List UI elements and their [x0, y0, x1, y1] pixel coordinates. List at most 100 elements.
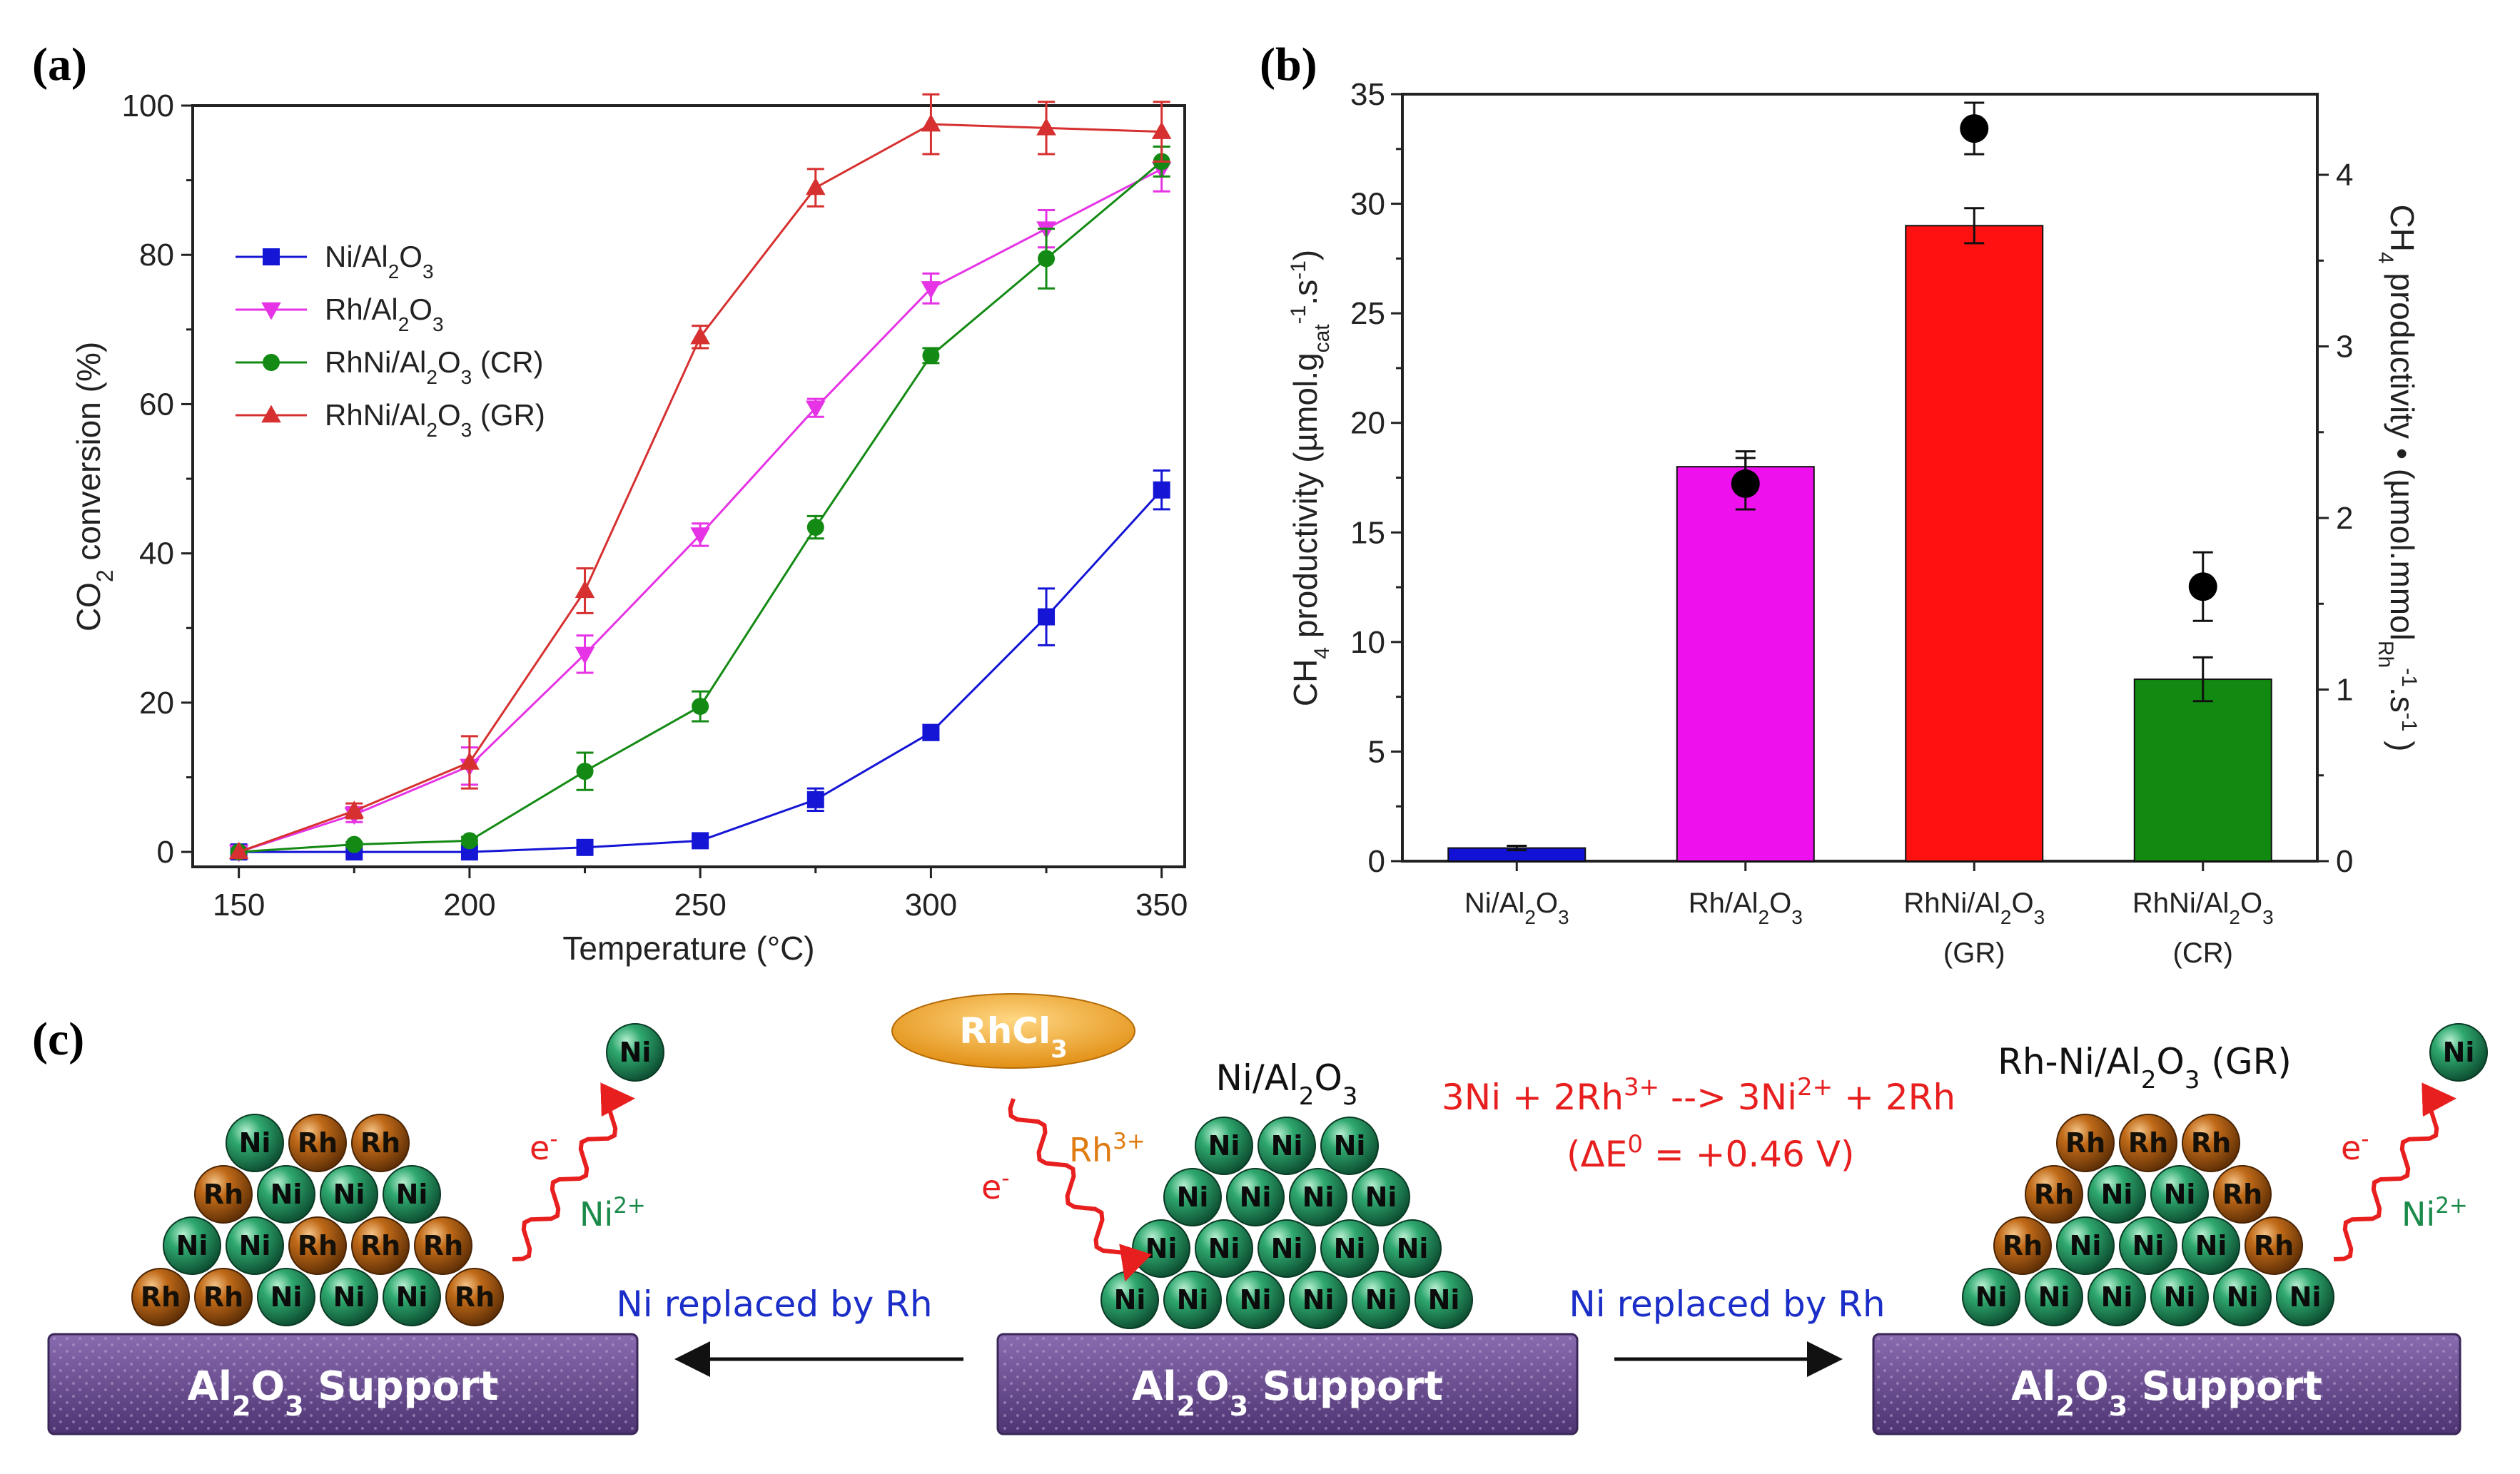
rh-atom — [351, 1216, 410, 1275]
text-run: 3 — [1051, 1035, 1068, 1064]
ni-atom-label: Ni — [333, 1281, 365, 1313]
right-ni-ion-label: Ni2+ — [2402, 1193, 2468, 1234]
text-run: O — [1195, 1363, 1230, 1410]
ni-atom — [2150, 1268, 2209, 1326]
text-run: 2 — [1177, 1391, 1195, 1422]
y-tick-label: 60 — [139, 387, 174, 422]
ni-atom — [1226, 1168, 1285, 1226]
rh-atom-label: Rh — [298, 1230, 338, 1261]
rh-atom — [414, 1216, 472, 1275]
y-tick-label: 40 — [139, 537, 174, 571]
x-tick-label: 350 — [1135, 888, 1188, 922]
text-run: O — [1536, 888, 1558, 919]
text-run: 2 — [2056, 1391, 2075, 1422]
ni-atom-label: Ni — [2195, 1230, 2227, 1261]
text-run: Rh/Al — [1689, 888, 1759, 919]
text-run: 3 — [2034, 906, 2045, 928]
text-run: CO — [70, 582, 107, 631]
rh-atom-label: Rh — [141, 1281, 181, 1313]
data-point — [575, 646, 595, 665]
bar — [1676, 466, 1815, 862]
series-line — [238, 123, 1162, 853]
center-support-texture — [1001, 1337, 1574, 1431]
text-run: e — [2341, 1129, 2361, 1167]
right-y-tick-label: 0 — [2336, 844, 2353, 879]
ni-atom-label: Ni — [1240, 1181, 1272, 1213]
text-run: productivity (µmol.g — [1287, 352, 1324, 647]
panel-label-c: (c) — [32, 1013, 84, 1065]
text-run: -1 — [2398, 668, 2422, 687]
y-tick-label: 100 — [122, 88, 174, 123]
text-run: 2 — [426, 366, 437, 388]
rh-ion-label: Rh3+ — [1069, 1129, 1145, 1169]
ni-atom-label: Ni — [1334, 1233, 1366, 1264]
right-y-tick-label: 4 — [2336, 158, 2353, 193]
ni-atom-label: Ni — [2227, 1281, 2259, 1313]
right-electron-path — [2333, 1082, 2456, 1261]
ni-atom-label: Ni — [1397, 1233, 1429, 1264]
left-electron-label: e- — [530, 1127, 558, 1167]
rh-atom-label: Rh — [203, 1179, 243, 1210]
ni-atom — [257, 1268, 315, 1326]
ni-atom — [1163, 1168, 1222, 1226]
data-point — [263, 248, 280, 265]
ni-atom-label: Ni — [1114, 1284, 1146, 1316]
text-run: RhNi/Al — [1903, 888, 2000, 919]
text-run: 4 — [2374, 252, 2398, 264]
ni-atom-label: Ni — [1271, 1233, 1303, 1264]
text-run: (ΔE — [1567, 1134, 1627, 1175]
chart-a-x-axis-label: Temperature (°C) — [562, 930, 814, 967]
mechanism-diagram: Al2O3 Support Al2O3 Support Al2O3 SupportN… — [47, 993, 2488, 1435]
ni-atom — [1226, 1271, 1285, 1329]
text-run: 3 — [1342, 1082, 1358, 1111]
text-run: O — [1769, 888, 1791, 919]
ni-atom — [2150, 1165, 2209, 1224]
left-ni-ion-label: Ni2+ — [580, 1193, 646, 1234]
text-run: 4 — [1310, 647, 1334, 659]
text-run: Rh-Ni/Al — [1998, 1041, 2141, 1082]
ni-atom-label: Ni — [1145, 1233, 1178, 1264]
text-run: Support — [304, 1363, 499, 1410]
data-point — [345, 835, 363, 853]
rh-atom-label: Rh — [2254, 1230, 2294, 1261]
rh-atom-label: Rh — [2222, 1179, 2262, 1210]
rh-atom-label: Rh — [2128, 1127, 2168, 1159]
data-point — [1036, 117, 1056, 136]
text-run: CH — [2384, 204, 2421, 251]
category-label: Ni/Al2O3 — [1464, 888, 1569, 928]
right-replace-label: Ni replaced by Rh — [1569, 1284, 1885, 1325]
text-run: 2 — [2229, 906, 2240, 928]
legend-label: Rh/Al2O3 — [325, 293, 444, 335]
center-electron-label: e- — [981, 1166, 1010, 1206]
text-run: 3 — [2262, 906, 2274, 928]
ni-atom-label: Ni — [1208, 1130, 1240, 1162]
data-point — [690, 527, 710, 545]
text-run: e — [530, 1129, 550, 1167]
left-replace-label: Ni replaced by Rh — [616, 1284, 932, 1325]
ni-atom-label: Ni — [1365, 1181, 1397, 1213]
left-y-tick-label: 35 — [1350, 77, 1385, 112]
data-point — [1151, 121, 1172, 139]
ni-atom-label: Ni — [2443, 1037, 2475, 1068]
legend-label: RhNi/Al2O3 (CR) — [325, 345, 544, 388]
ni-atom — [320, 1268, 378, 1326]
data-point — [460, 832, 478, 850]
dot-point — [1960, 114, 1989, 143]
text-run: productivity • (µmol.mmol — [2384, 264, 2421, 641]
standard-potential: (ΔE0 = +0.46 V) — [1567, 1130, 1854, 1175]
text-run: + 2Rh — [1833, 1077, 1955, 1118]
data-point — [805, 400, 826, 419]
text-run: - — [550, 1127, 557, 1152]
legend-label: RhNi/Al2O3 (GR) — [325, 398, 545, 441]
ni-atom-label: Ni — [1428, 1284, 1460, 1316]
rh-atom — [351, 1114, 410, 1172]
text-run: 3 — [2109, 1391, 2127, 1422]
text-run: conversion (%) — [70, 342, 107, 570]
text-run: O — [437, 345, 461, 379]
legend-label: Ni/Al2O3 — [325, 240, 434, 283]
rh-atom — [288, 1114, 347, 1172]
text-run: Rh — [2374, 641, 2398, 668]
rh-atom — [2119, 1114, 2177, 1172]
